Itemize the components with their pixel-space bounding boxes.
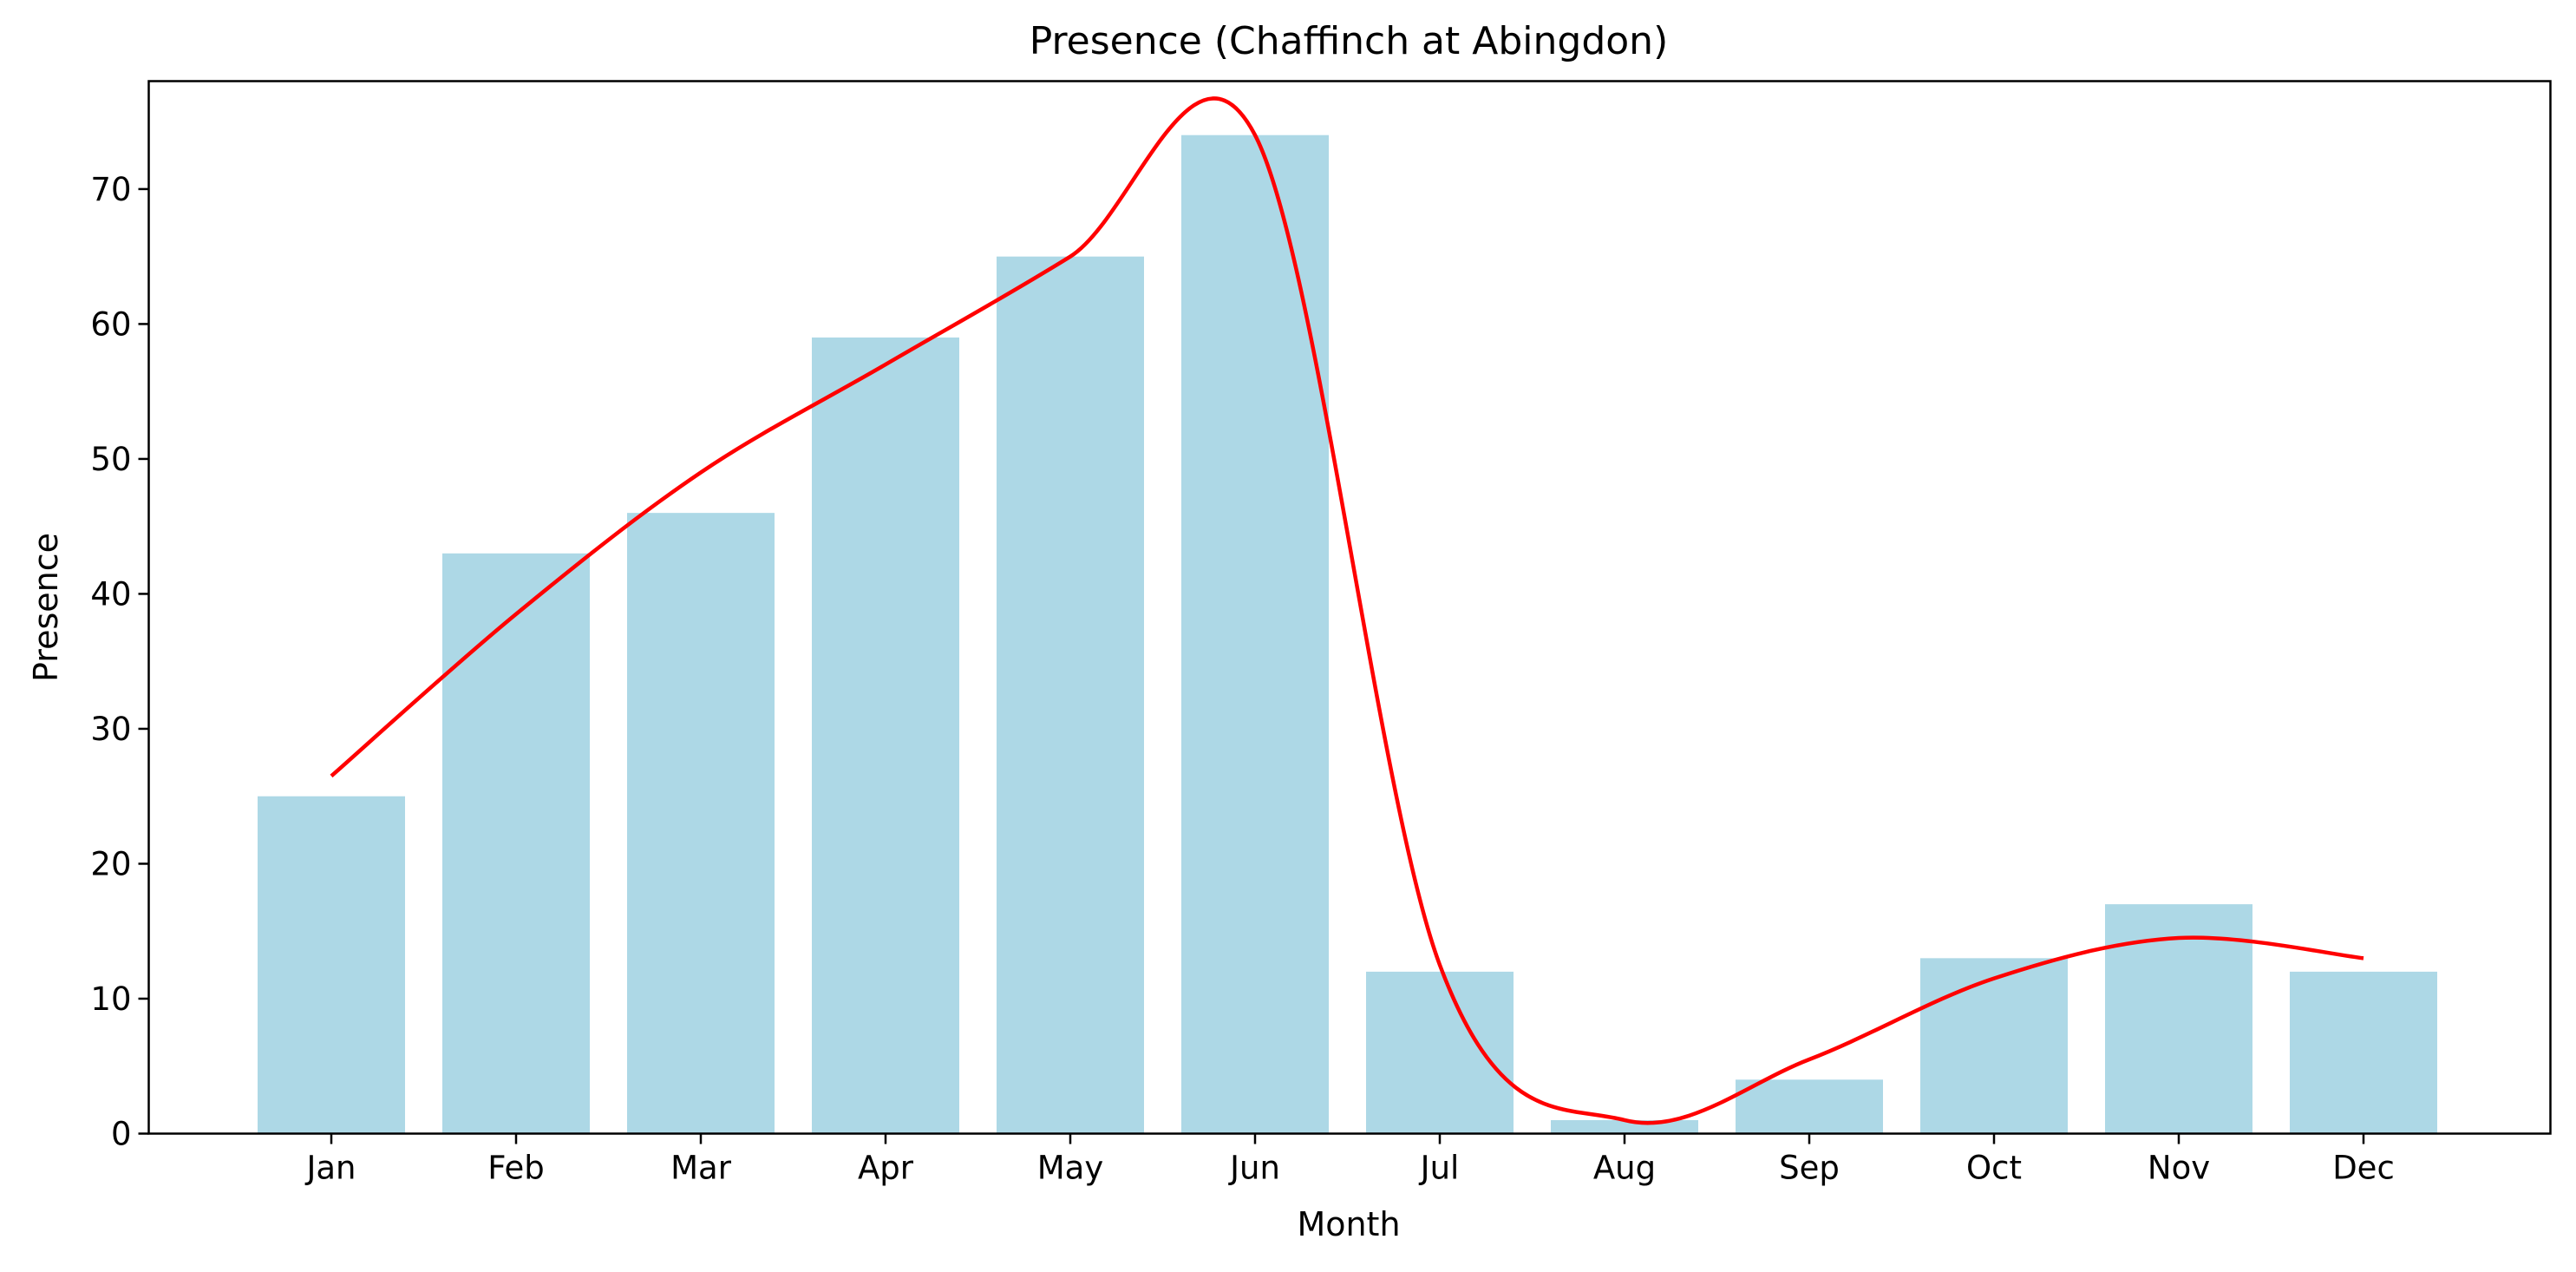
y-tick-label: 70 bbox=[90, 171, 131, 208]
bar-apr bbox=[812, 337, 959, 1134]
x-tick-label: Feb bbox=[487, 1150, 545, 1187]
x-axis-label: Month bbox=[1297, 1205, 1400, 1243]
x-tick-label: Dec bbox=[2332, 1150, 2395, 1187]
x-tick-label: Jan bbox=[304, 1150, 356, 1187]
y-tick-label: 0 bbox=[111, 1116, 132, 1153]
x-tick-label: Mar bbox=[670, 1150, 732, 1187]
bar-mar bbox=[627, 513, 775, 1134]
y-axis-label: Presence bbox=[27, 533, 65, 682]
y-tick-label: 30 bbox=[90, 711, 131, 748]
bar-dec bbox=[2290, 971, 2437, 1134]
y-tick-label: 10 bbox=[90, 980, 131, 1018]
x-tick-label: Nov bbox=[2148, 1150, 2210, 1187]
x-axis: Jan Feb Mar Apr May Jun Jul Aug Sep Oct Nov Dec bbox=[304, 1133, 2395, 1187]
x-tick-label: Oct bbox=[1966, 1150, 2022, 1187]
y-tick-label: 20 bbox=[90, 845, 131, 882]
x-tick-label: Jun bbox=[1228, 1150, 1280, 1187]
x-tick-label: Jul bbox=[1419, 1150, 1460, 1187]
bar-jun bbox=[1181, 134, 1329, 1134]
bar-sep bbox=[1736, 1079, 1883, 1134]
bar-series bbox=[258, 134, 2437, 1134]
x-tick-label: Aug bbox=[1593, 1150, 1656, 1187]
x-tick-label: Apr bbox=[858, 1150, 914, 1187]
x-tick-label: May bbox=[1037, 1150, 1104, 1187]
bar-feb bbox=[442, 553, 590, 1134]
chart-title: Presence (Chaffinch at Abingdon) bbox=[1030, 19, 1668, 63]
bar-may bbox=[997, 256, 1144, 1134]
y-tick-label: 60 bbox=[90, 305, 131, 343]
bar-oct bbox=[1920, 958, 2068, 1134]
plot-area-frame bbox=[147, 80, 2552, 1135]
trend-line bbox=[330, 96, 2364, 1125]
bar-jul bbox=[1366, 971, 1514, 1134]
bar-aug bbox=[1551, 1119, 1698, 1134]
x-tick-label: Sep bbox=[1779, 1150, 1840, 1187]
bar-jan bbox=[258, 796, 405, 1134]
y-axis: 0 10 20 30 40 50 60 70 bbox=[90, 171, 149, 1153]
y-tick-label: 50 bbox=[90, 441, 131, 478]
y-tick-label: 40 bbox=[90, 575, 131, 613]
